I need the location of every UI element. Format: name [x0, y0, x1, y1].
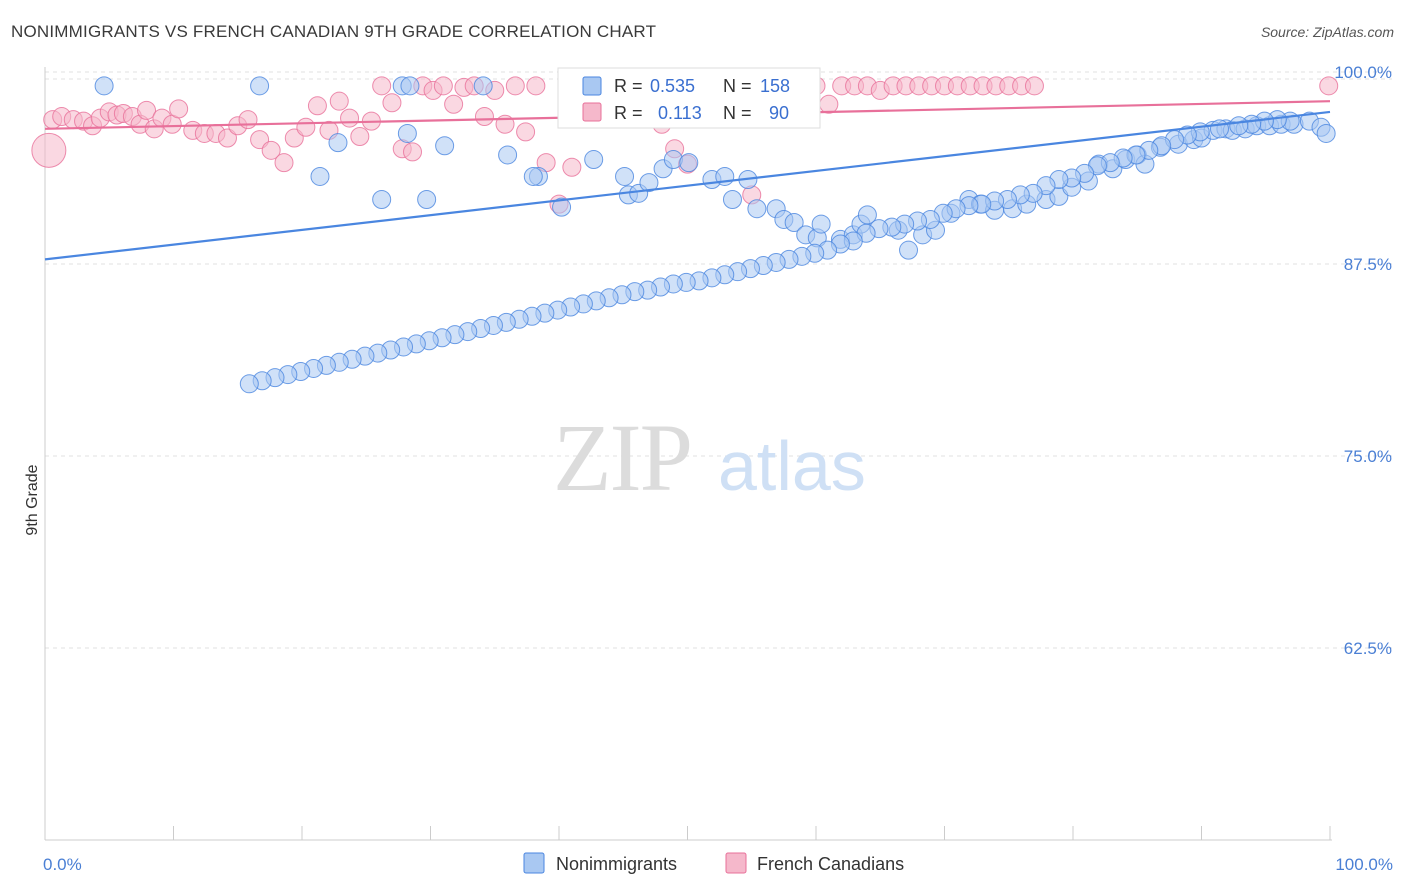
- point-nonimmigrants-71: [1316, 123, 1336, 143]
- watermark: ZIP atlas: [553, 404, 866, 511]
- point-french-canadians-89: [1319, 76, 1339, 96]
- source-label: Source: ZipAtlas.com: [1260, 24, 1394, 40]
- point-nonimmigrants-0: [94, 76, 114, 96]
- point-nonimmigrants-5: [310, 166, 330, 186]
- series-legend-swatch-blue: [523, 852, 545, 874]
- point-nonimmigrants-16: [615, 166, 635, 186]
- series-legend: Nonimmigrants French Canadians: [523, 852, 904, 874]
- legend: R = 0.535 N = 158 R = 0.113 N = 90: [557, 67, 821, 129]
- point-french-canadians-22: [238, 110, 258, 130]
- point-french-canadians-47: [505, 76, 525, 96]
- point-nonimmigrants-13: [523, 166, 543, 186]
- x-tick-labels: 0.0% 100.0%: [43, 855, 1393, 874]
- point-french-canadians-41: [444, 94, 464, 114]
- point-nonimmigrants-19: [639, 173, 659, 193]
- point-french-canadians-49: [526, 76, 546, 96]
- legend-n-label-1: N =: [723, 76, 752, 96]
- point-nonimmigrants-12: [552, 197, 572, 217]
- legend-swatch-pink: [582, 102, 602, 122]
- y-tick-label-2: 87.5%: [1344, 255, 1392, 274]
- point-nonimmigrants-7: [328, 133, 348, 153]
- series-french-canadians: [31, 76, 1339, 214]
- point-french-canadians-35: [382, 93, 402, 113]
- legend-r-value-2: 0.113: [658, 103, 702, 123]
- point-french-canadians-72: [819, 94, 839, 114]
- point-french-canadians-48: [516, 122, 536, 142]
- point-nonimmigrants-76: [1229, 116, 1249, 136]
- legend-r-value-1: 0.535: [650, 76, 695, 96]
- point-nonimmigrants-24: [722, 189, 742, 209]
- point-nonimmigrants-77: [1209, 119, 1229, 139]
- point-nonimmigrants-9: [435, 136, 455, 156]
- series-legend-label-french-canadians: French Canadians: [757, 854, 904, 874]
- legend-box: [557, 67, 821, 129]
- point-nonimmigrants-22: [679, 153, 699, 173]
- point-nonimmigrants-3: [400, 76, 420, 96]
- point-nonimmigrants-1: [250, 76, 270, 96]
- point-french-canadians-32: [350, 127, 370, 147]
- x-tick-label-0: 0.0%: [43, 855, 82, 874]
- y-axis-label: 9th Grade: [24, 464, 41, 535]
- legend-n-value-2: 90: [769, 103, 789, 123]
- axes: [44, 67, 1332, 841]
- point-french-canadians-30: [329, 91, 349, 111]
- point-nonimmigrants-33: [811, 214, 831, 234]
- point-french-canadians-28: [307, 96, 327, 116]
- y-tick-labels: 62.5% 75.0% 87.5% 100.0%: [1334, 63, 1392, 658]
- point-french-canadians-27: [296, 117, 316, 137]
- grid: [45, 71, 1392, 649]
- y-tick-label-3: 100.0%: [1334, 63, 1392, 82]
- point-french-canadians-37: [403, 142, 423, 162]
- point-french-canadians-52: [562, 157, 582, 177]
- point-french-canadians-12: [137, 100, 157, 120]
- watermark-atlas: atlas: [718, 427, 866, 505]
- point-nonimmigrants-21: [663, 150, 683, 170]
- legend-swatch-blue: [582, 76, 602, 96]
- x-tick-label-1: 100.0%: [1335, 855, 1393, 874]
- point-french-canadians-16: [169, 99, 189, 119]
- point-nonimmigrants-15: [584, 150, 604, 170]
- point-nonimmigrants-6: [372, 189, 392, 209]
- point-nonimmigrants-27: [747, 199, 767, 219]
- point-nonimmigrants-152: [239, 374, 259, 394]
- legend-r-label-2: R =: [614, 103, 643, 123]
- point-nonimmigrants-37: [857, 205, 877, 225]
- point-french-canadians-44: [474, 107, 494, 127]
- point-french-canadians-20: [217, 128, 237, 148]
- trend-line-nonimmigrants: [44, 110, 1331, 261]
- legend-n-value-1: 158: [760, 76, 790, 96]
- point-nonimmigrants-14: [498, 145, 518, 165]
- point-nonimmigrants-8: [397, 123, 417, 143]
- point-french-canadians-88: [1024, 76, 1044, 96]
- point-french-canadians-24: [261, 140, 281, 160]
- series-legend-swatch-pink: [725, 852, 747, 874]
- point-nonimmigrants-30: [784, 213, 804, 233]
- series-nonimmigrants: [94, 76, 1336, 394]
- point-nonimmigrants-4: [473, 76, 493, 96]
- chart-title: NONIMMIGRANTS VS FRENCH CANADIAN 9TH GRA…: [11, 22, 657, 41]
- watermark-zip: ZIP: [553, 404, 691, 511]
- series-legend-label-nonimmigrants: Nonimmigrants: [556, 854, 677, 874]
- point-french-canadians-0: [31, 132, 67, 168]
- point-french-canadians-31: [340, 108, 360, 128]
- y-tick-label-0: 62.5%: [1344, 639, 1392, 658]
- point-french-canadians-25: [274, 153, 294, 173]
- point-french-canadians-34: [372, 76, 392, 96]
- point-french-canadians-40: [433, 76, 453, 96]
- legend-r-label-1: R =: [614, 76, 643, 96]
- point-nonimmigrants-39: [899, 240, 919, 260]
- y-tick-label-1: 75.0%: [1344, 447, 1392, 466]
- legend-n-label-2: N =: [723, 103, 752, 123]
- point-nonimmigrants-10: [417, 189, 437, 209]
